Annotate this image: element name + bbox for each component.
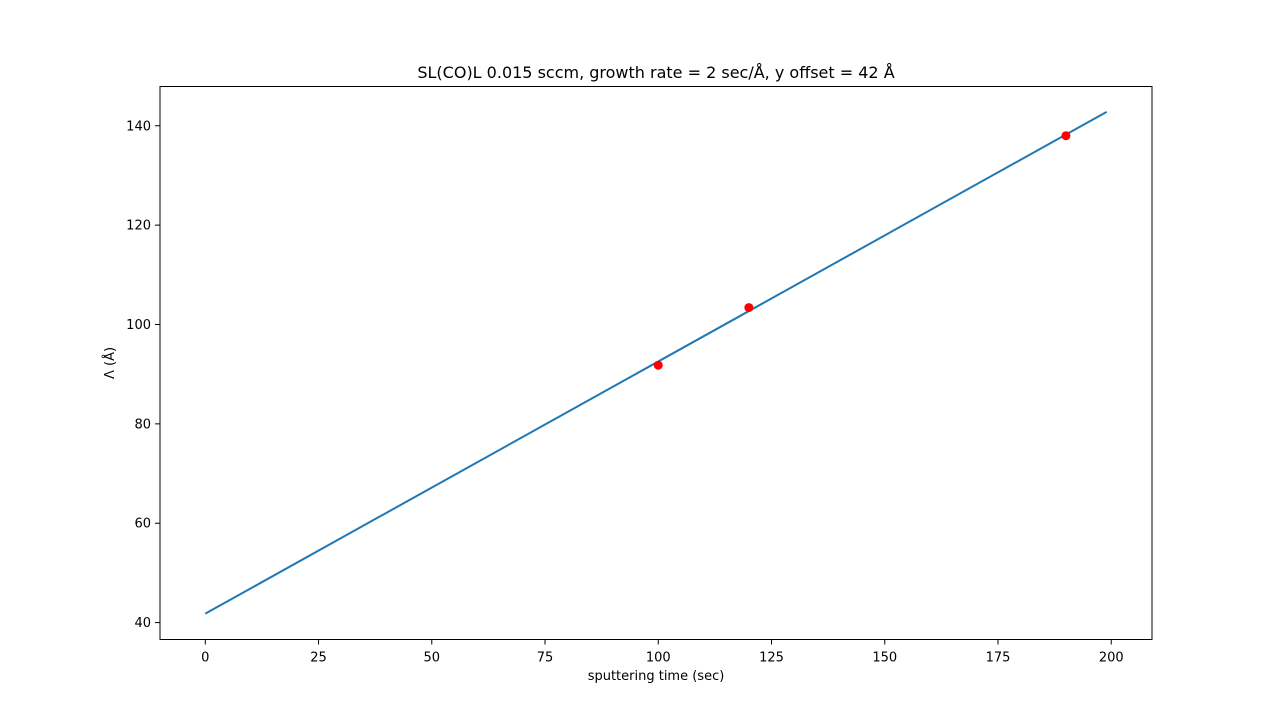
x-tick-label: 50 (424, 651, 441, 666)
x-axis-label: sputtering time (sec) (588, 669, 725, 684)
chart-title: SL(CO)L 0.015 sccm, growth rate = 2 sec/… (417, 63, 894, 82)
x-tick-label: 0 (201, 651, 209, 666)
x-tick-label: 125 (759, 651, 784, 666)
y-tick-label: 40 (134, 616, 151, 631)
y-tick-label: 140 (126, 119, 151, 134)
x-tick-label: 150 (872, 651, 897, 666)
x-tick-label: 100 (646, 651, 671, 666)
y-tick-label: 80 (134, 417, 151, 432)
data-point (1061, 131, 1071, 141)
axes-frame (159, 86, 1153, 640)
x-tick-label: 75 (537, 651, 554, 666)
x-tick-label: 175 (986, 651, 1011, 666)
data-point (744, 303, 754, 313)
y-axis-label: Λ (Å) (102, 347, 118, 379)
axis-ticks: 0 25 50 75 100 125 150 175 200 40 60 80 100 120 140 (126, 119, 1123, 665)
y-tick-label: 120 (126, 219, 151, 234)
y-tick-label: 100 (126, 318, 151, 333)
x-tick-label: 200 (1099, 651, 1124, 666)
x-tick-label: 25 (310, 651, 327, 666)
y-tick-label: 60 (134, 517, 151, 532)
plot-area (204, 110, 1108, 615)
data-point (653, 360, 663, 370)
